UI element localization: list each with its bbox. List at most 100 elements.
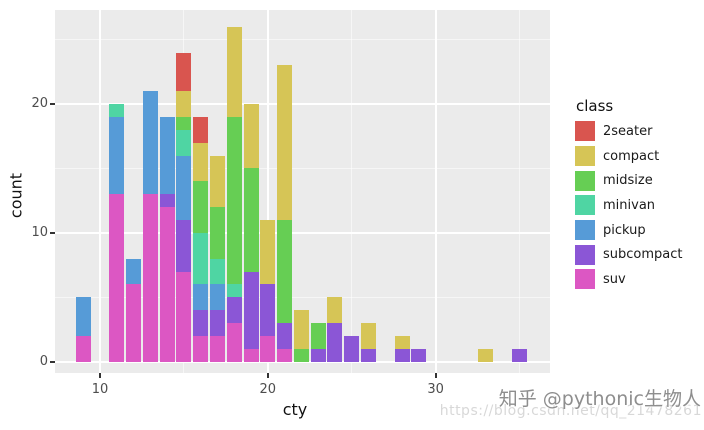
bar-segment-subcompact xyxy=(193,310,208,336)
x-axis-tick xyxy=(434,373,437,378)
bar-segment-midsize xyxy=(193,181,208,233)
bar-segment-pickup xyxy=(193,284,208,310)
watermark-url: https://blog.csdn.net/qq_21478261 xyxy=(439,403,702,419)
bar-segment-minivan xyxy=(193,233,208,284)
bar-segment-pickup xyxy=(76,297,91,336)
y-minor-gridline xyxy=(55,168,550,169)
bar-segment-2seater xyxy=(176,53,191,91)
bar-segment-subcompact xyxy=(311,349,326,362)
y-axis-tick-label: 20 xyxy=(31,96,48,112)
bar-segment-compact xyxy=(277,65,292,220)
legend-swatch-pickup xyxy=(575,220,595,241)
legend-title: class xyxy=(576,97,614,115)
bar-segment-midsize xyxy=(176,117,191,130)
bar-segment-subcompact xyxy=(260,284,275,336)
legend-item-2seater: 2seater xyxy=(575,119,703,144)
legend-label: 2seater xyxy=(603,123,653,139)
bar-segment-suv xyxy=(126,284,141,362)
bar-segment-subcompact xyxy=(344,336,359,362)
bar-segment-pickup xyxy=(210,284,225,310)
legend-swatch-midsize xyxy=(575,170,595,191)
bar-segment-compact xyxy=(193,143,208,181)
bar-segment-suv xyxy=(227,323,242,362)
bar-segment-subcompact xyxy=(361,349,376,362)
bar-segment-subcompact xyxy=(160,194,175,207)
bar-segment-pickup xyxy=(160,117,175,194)
bar-segment-suv xyxy=(160,207,175,362)
x-major-gridline xyxy=(434,10,437,373)
bar-segment-compact xyxy=(478,349,493,362)
bar-segment-pickup xyxy=(176,156,191,220)
legend-item-subcompact: subcompact xyxy=(575,242,703,267)
legend-item-midsize: midsize xyxy=(575,168,703,193)
legend-item-suv: suv xyxy=(575,267,703,292)
legend-label: suv xyxy=(603,271,626,287)
bar-segment-suv xyxy=(210,336,225,362)
bar-segment-subcompact xyxy=(277,323,292,349)
bar-segment-suv xyxy=(193,336,208,362)
bar-segment-pickup xyxy=(126,259,141,284)
bar-segment-pickup xyxy=(109,117,124,194)
bar-segment-minivan xyxy=(210,259,225,284)
legend-item-compact: compact xyxy=(575,144,703,169)
y-axis-tick-label: 10 xyxy=(31,224,48,240)
y-axis-tick-label: 0 xyxy=(39,353,48,369)
legend-label: midsize xyxy=(603,173,653,189)
bar-segment-subcompact xyxy=(227,297,242,323)
bar-segment-midsize xyxy=(227,117,242,284)
x-major-gridline xyxy=(266,10,269,373)
plot-panel xyxy=(55,10,550,373)
bar-segment-minivan xyxy=(109,104,124,117)
legend-label: minivan xyxy=(603,197,656,213)
legend-item-minivan: minivan xyxy=(575,193,703,218)
x-minor-gridline xyxy=(519,10,520,373)
legend-items: 2seater compact midsize minivan pickup subcom… xyxy=(575,119,703,292)
y-axis-tick xyxy=(50,360,55,363)
bar-segment-suv xyxy=(277,349,292,362)
bar-segment-midsize xyxy=(244,168,259,272)
legend-swatch-2seater xyxy=(575,121,595,142)
y-axis-tick xyxy=(50,231,55,234)
bar-segment-minivan xyxy=(227,284,242,297)
bar-segment-compact xyxy=(176,91,191,117)
bar-segment-minivan xyxy=(176,130,191,156)
y-major-gridline xyxy=(55,231,550,234)
bar-segment-midsize xyxy=(210,207,225,259)
x-axis-tick-label: 30 xyxy=(427,382,444,397)
legend-swatch-subcompact xyxy=(575,244,595,265)
watermark-credit: 知乎 @pythonic生物人 xyxy=(498,388,701,410)
x-axis-tick xyxy=(266,373,269,378)
y-minor-gridline xyxy=(55,39,550,41)
legend-label: subcompact xyxy=(603,247,683,263)
bar-segment-suv xyxy=(244,349,259,362)
y-major-gridline xyxy=(55,103,550,106)
bar-segment-compact xyxy=(395,336,410,349)
x-minor-gridline xyxy=(351,10,353,373)
bar-segment-suv xyxy=(260,336,275,362)
y-axis-tick xyxy=(50,103,55,106)
bar-segment-suv xyxy=(76,336,91,362)
bar-segment-subcompact xyxy=(327,323,342,362)
bar-segment-compact xyxy=(244,104,259,168)
x-axis-tick-label: 10 xyxy=(91,382,109,397)
bar-segment-subcompact xyxy=(176,220,191,272)
bar-segment-midsize xyxy=(294,349,309,362)
bar-segment-subcompact xyxy=(411,349,426,362)
legend-swatch-suv xyxy=(575,269,595,290)
legend: class 2seater compact midsize minivan pickup… xyxy=(575,97,703,292)
bar-segment-compact xyxy=(327,297,342,323)
bar-segment-2seater xyxy=(193,117,208,143)
bar-segment-midsize xyxy=(277,220,292,323)
x-axis-tick xyxy=(99,373,101,378)
bar-segment-midsize xyxy=(311,323,326,349)
bar-segment-compact xyxy=(361,323,376,349)
legend-item-pickup: pickup xyxy=(575,218,703,243)
bar-segment-compact xyxy=(294,310,309,349)
y-axis-title: count xyxy=(6,172,26,219)
bar-segment-compact xyxy=(227,27,242,117)
legend-label: pickup xyxy=(603,222,646,238)
x-axis-title: cty xyxy=(282,400,308,419)
bar-segment-subcompact xyxy=(210,310,225,336)
bar-segment-suv xyxy=(176,272,191,362)
